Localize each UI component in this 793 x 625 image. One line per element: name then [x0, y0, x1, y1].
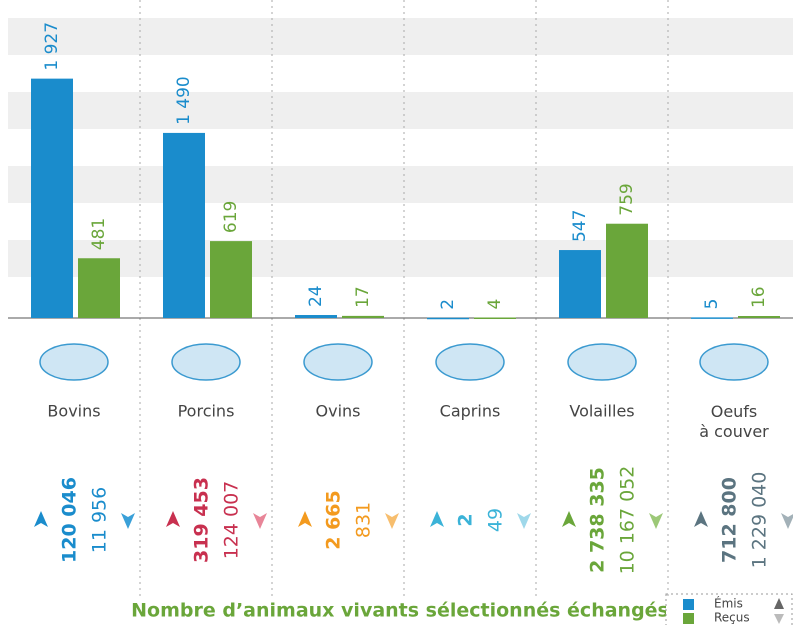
down-arrow: [253, 513, 267, 529]
bar: [78, 258, 120, 318]
bar: [163, 133, 205, 318]
bar: [210, 241, 252, 318]
animal-icon: [700, 344, 768, 380]
animal-icon: [172, 344, 240, 380]
bar: [342, 316, 384, 318]
value-label: 547: [570, 210, 590, 242]
category-label: Ovins: [316, 402, 361, 421]
value-label: 16: [749, 286, 769, 308]
category-label: Porcins: [178, 402, 235, 421]
up-arrow: [430, 511, 444, 527]
sent-total: 319 453: [191, 477, 213, 563]
down-arrow: [781, 513, 793, 529]
value-label: 619: [221, 201, 241, 233]
received-total: 1 229 040: [749, 472, 771, 569]
value-label: 759: [617, 183, 637, 215]
received-total: 10 167 052: [617, 466, 639, 575]
chart-title: Nombre d’animaux vivants sélectionnés éc…: [131, 600, 669, 622]
bar: [559, 250, 601, 318]
up-arrow: [298, 511, 312, 527]
down-arrow: [517, 513, 531, 529]
received-total: 49: [485, 508, 507, 532]
bar: [691, 317, 733, 319]
sent-total: 712 800: [719, 477, 741, 563]
value-label: 2: [438, 299, 458, 310]
legend-label: Reçus: [714, 611, 750, 625]
sent-total: 120 046: [59, 477, 81, 563]
value-label: 17: [353, 286, 373, 308]
sent-total: 2 738 335: [587, 467, 609, 573]
down-arrow: [121, 513, 135, 529]
bar: [474, 318, 516, 320]
legend-swatch: [683, 613, 694, 624]
received-total: 831: [353, 502, 375, 538]
value-label: 481: [89, 218, 109, 250]
value-label: 1 490: [174, 76, 194, 125]
bar: [427, 318, 469, 320]
category-label: Bovins: [47, 402, 100, 421]
received-total: 124 007: [221, 481, 243, 560]
up-arrow: [166, 511, 180, 527]
received-total: 11 956: [89, 487, 111, 553]
sent-total: 2: [455, 513, 477, 526]
animal-icon: [568, 344, 636, 380]
legend-swatch: [683, 599, 694, 610]
animal-icon: [40, 344, 108, 380]
animal-icon: [436, 344, 504, 380]
sent-total: 2 665: [323, 490, 345, 550]
category-label: Caprins: [440, 402, 501, 421]
down-arrow: [385, 513, 399, 529]
up-arrow: [34, 511, 48, 527]
down-arrow: [649, 513, 663, 529]
legend-label: Émis: [714, 596, 743, 611]
category-label: Volailles: [569, 402, 634, 421]
bar: [295, 315, 337, 318]
up-arrow: [694, 511, 708, 527]
bar: [738, 316, 780, 318]
value-label: 4: [485, 299, 505, 310]
animal-icon: [304, 344, 372, 380]
background-stripes: [8, 18, 793, 277]
bar: [606, 224, 648, 318]
value-label: 24: [306, 285, 326, 307]
chart: Nombre d’animaux vivants sélectionnés éc…: [0, 0, 793, 625]
value-label: 5: [702, 299, 722, 310]
bar: [31, 79, 73, 318]
up-arrow: [562, 511, 576, 527]
value-label: 1 927: [42, 22, 62, 71]
